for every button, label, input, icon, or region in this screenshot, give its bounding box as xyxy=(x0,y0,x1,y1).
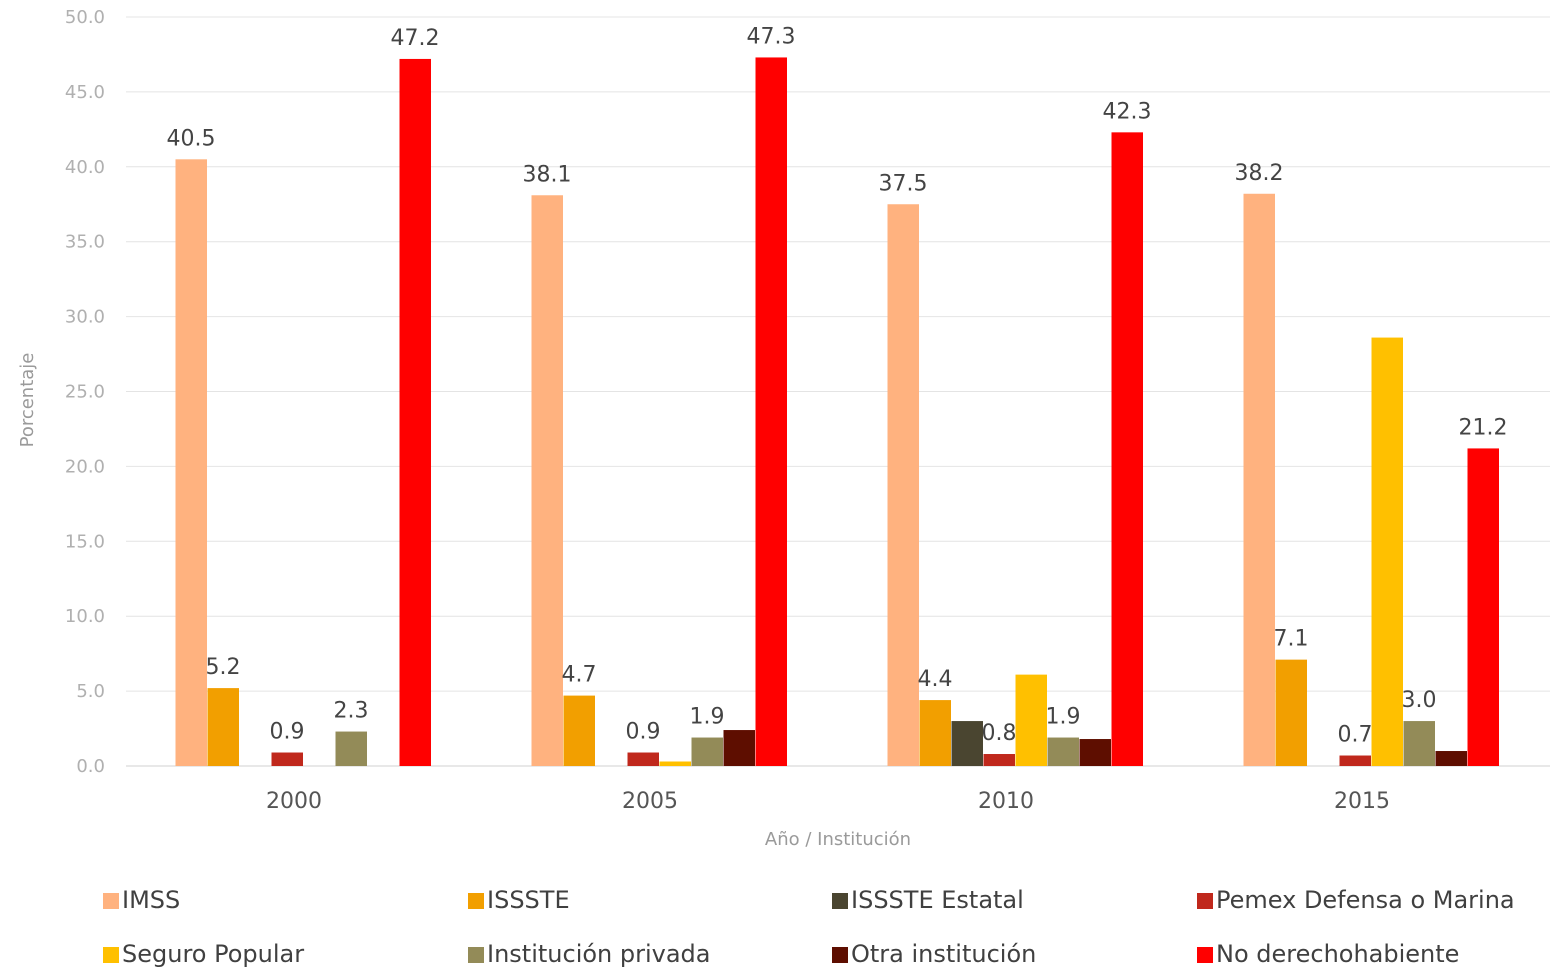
bar-instituci-n-privada-2010 xyxy=(1047,737,1079,766)
data-label: 37.5 xyxy=(879,171,928,196)
y-tick-label: 10.0 xyxy=(65,606,105,627)
data-label: 21.2 xyxy=(1459,415,1508,440)
data-label: 4.4 xyxy=(918,667,953,692)
y-tick-label: 15.0 xyxy=(65,531,105,552)
x-tick-label: 2015 xyxy=(1334,789,1390,814)
legend-label: ISSSTE xyxy=(487,886,570,914)
y-tick-label: 5.0 xyxy=(76,681,105,702)
bar-issste-2010 xyxy=(919,700,951,766)
y-tick-label: 30.0 xyxy=(65,307,105,328)
y-tick-label: 25.0 xyxy=(65,382,105,403)
y-axis-title: Porcentaje xyxy=(17,353,38,448)
bar-imss-2015 xyxy=(1243,193,1275,766)
legend-swatch xyxy=(103,947,119,963)
data-label: 2.3 xyxy=(334,699,369,724)
x-tick-label: 2005 xyxy=(622,789,678,814)
y-axis-ticks: 0.0 5.0 10.0 15.0 20.0 25.0 30.0 35.0 40.0 45.0 50… xyxy=(65,7,105,777)
data-label: 40.5 xyxy=(167,126,216,151)
bar-otra-instituci-n-2015 xyxy=(1435,751,1467,766)
y-tick-label: 0.0 xyxy=(76,756,105,777)
x-axis-ticks: 2000 2005 2010 2015 xyxy=(266,789,1390,814)
bar-seguro-popular-2010 xyxy=(1015,674,1047,766)
legend-swatch xyxy=(832,893,848,909)
legend-swatch xyxy=(1197,893,1213,909)
bar-instituci-n-privada-2015 xyxy=(1403,721,1435,766)
bar-imss-2000 xyxy=(175,159,207,766)
data-label: 38.2 xyxy=(1235,161,1284,186)
y-tick-label: 35.0 xyxy=(65,232,105,253)
bar-no-derechohabiente-2005 xyxy=(755,57,787,767)
data-label: 42.3 xyxy=(1103,99,1152,124)
bar-pemex-defensa-o-marina-2010 xyxy=(983,754,1015,766)
bar-instituci-n-privada-2000 xyxy=(335,731,367,766)
legend-label: ISSSTE Estatal xyxy=(851,886,1024,914)
legend-swatch xyxy=(832,947,848,963)
bar-imss-2005 xyxy=(531,195,563,767)
data-label: 4.7 xyxy=(562,663,597,688)
bar-no-derechohabiente-2010 xyxy=(1111,132,1143,766)
legend-label: No derechohabiente xyxy=(1216,940,1459,968)
data-label: 3.0 xyxy=(1402,688,1437,713)
data-label: 0.8 xyxy=(982,721,1017,746)
data-labels: 40.5 5.2 0.9 2.3 47.2 38.1 4.7 0.9 1.9 47.3 37.5 4.… xyxy=(167,24,1508,747)
legend-label: Seguro Popular xyxy=(122,940,304,968)
x-axis-title: Año / Institución xyxy=(765,829,911,850)
y-tick-label: 50.0 xyxy=(65,7,105,28)
data-label: 5.2 xyxy=(206,655,241,680)
bar-no-derechohabiente-2000 xyxy=(399,58,431,767)
bar-issste-estatal-2010 xyxy=(951,721,983,766)
data-label: 1.9 xyxy=(690,705,725,730)
bars xyxy=(175,57,1499,767)
bar-pemex-defensa-o-marina-2015 xyxy=(1339,755,1371,766)
bar-pemex-defensa-o-marina-2005 xyxy=(627,752,659,766)
bar-issste-2000 xyxy=(207,688,239,766)
x-tick-label: 2010 xyxy=(978,789,1034,814)
legend-swatch xyxy=(468,947,484,963)
bar-issste-2005 xyxy=(563,695,595,766)
data-label: 38.1 xyxy=(523,162,572,187)
bar-pemex-defensa-o-marina-2000 xyxy=(271,752,303,766)
bar-seguro-popular-2015 xyxy=(1371,337,1403,766)
bar-no-derechohabiente-2015 xyxy=(1467,448,1499,766)
data-label: 0.9 xyxy=(626,720,661,745)
legend-swatch xyxy=(103,893,119,909)
y-tick-label: 45.0 xyxy=(65,82,105,103)
legend-swatch xyxy=(468,893,484,909)
bar-instituci-n-privada-2005 xyxy=(691,737,723,766)
data-label: 7.1 xyxy=(1274,627,1309,652)
bar-otra-instituci-n-2005 xyxy=(723,730,755,766)
legend-label: Institución privada xyxy=(487,940,711,968)
data-label: 0.9 xyxy=(270,720,305,745)
x-tick-label: 2000 xyxy=(266,789,322,814)
bar-issste-2015 xyxy=(1275,659,1307,766)
legend-swatch xyxy=(1197,947,1213,963)
data-label: 47.2 xyxy=(391,26,440,51)
legend: IMSS ISSSTE ISSSTE Estatal Pemex Defensa o … xyxy=(103,886,1515,968)
data-label: 1.9 xyxy=(1046,705,1081,730)
y-tick-label: 20.0 xyxy=(65,456,105,477)
bar-seguro-popular-2005 xyxy=(659,761,691,766)
y-tick-label: 40.0 xyxy=(65,157,105,178)
data-label: 0.7 xyxy=(1338,723,1373,748)
legend-label: Otra institución xyxy=(851,940,1036,968)
legend-label: Pemex Defensa o Marina xyxy=(1216,886,1515,914)
bar-otra-instituci-n-2010 xyxy=(1079,739,1111,766)
legend-label: IMSS xyxy=(122,886,180,914)
gridlines xyxy=(126,16,1550,767)
data-label: 47.3 xyxy=(747,24,796,49)
bar-imss-2010 xyxy=(887,204,919,766)
